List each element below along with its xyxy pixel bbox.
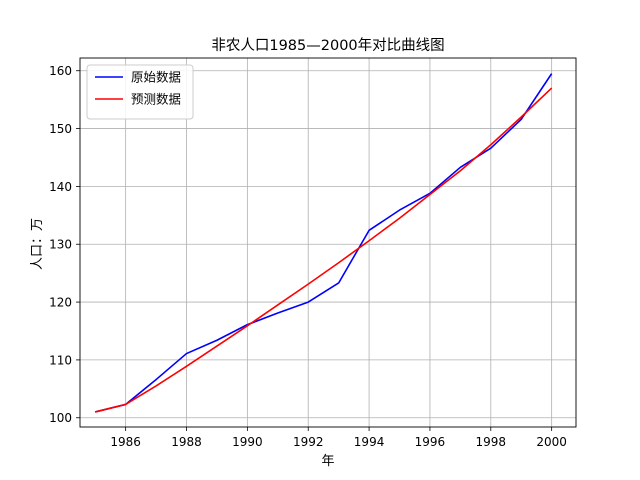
y-tick-label: 150 [49,122,72,136]
y-tick-label: 140 [49,180,72,194]
series-lines [95,73,553,413]
series-line-0 [95,73,553,413]
y-tick-label: 160 [49,64,72,78]
x-tick-label: 1998 [476,435,507,449]
x-tick-label: 2000 [536,435,567,449]
x-tick-label: 1992 [293,435,324,449]
x-axis-ticks: 1986 1988 1990 1992 1994 1996 1998 2000 [110,427,567,449]
chart-title: 非农人口1985—2000年对比曲线图 [211,37,444,54]
y-tick-label: 110 [49,353,72,367]
x-tick-label: 1988 [171,435,202,449]
x-tick-label: 1986 [110,435,141,449]
series-line-1 [95,87,553,413]
legend-label-0: 原始数据 [131,70,181,85]
legend-box [86,64,194,120]
x-tick-label: 1996 [415,435,446,449]
legend-label-1: 预测数据 [131,92,181,107]
plot-area-frame [79,57,577,428]
y-tick-label: 130 [49,238,72,252]
grid-lines [80,58,576,427]
y-tick-label: 120 [49,296,72,310]
x-tick-label: 1994 [354,435,385,449]
y-tick-label: 100 [49,411,72,425]
x-tick-label: 1990 [232,435,263,449]
x-axis-label: 年 [321,454,334,469]
y-axis-ticks: 100 110 120 130 140 150 160 [49,64,80,425]
y-axis-label: 人口：万 [30,218,45,270]
